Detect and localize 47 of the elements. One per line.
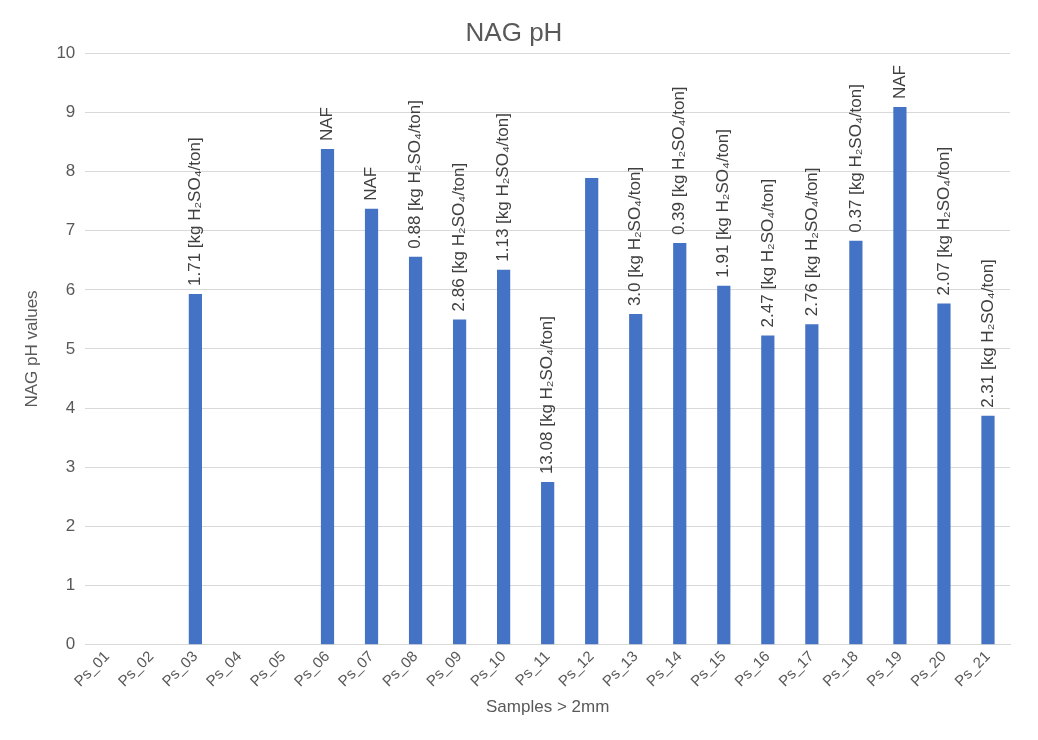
bar bbox=[673, 243, 687, 645]
y-tick-label: 4 bbox=[65, 397, 76, 417]
x-axis-title: Samples > 2mm bbox=[486, 697, 610, 717]
y-tick-label: 9 bbox=[65, 102, 76, 122]
chart-title: NAG pH bbox=[465, 16, 563, 47]
annotation: NAF bbox=[889, 65, 909, 100]
bar bbox=[629, 314, 643, 645]
annotation: 1.13 [kg H₂SO₄/ton] bbox=[493, 113, 513, 262]
bar bbox=[849, 240, 863, 645]
y-tick-label: 10 bbox=[56, 42, 76, 62]
bar bbox=[452, 319, 467, 645]
y-tick-label: 1 bbox=[65, 575, 76, 595]
annotation: 2.07 [kg H₂SO₄/ton] bbox=[933, 146, 953, 296]
y-tick-label: 0 bbox=[65, 634, 76, 654]
annotation: 2.86 [kg H₂SO₄/ton] bbox=[449, 162, 469, 312]
annotation: 1.91 [kg H₂SO₄/ton] bbox=[713, 129, 733, 278]
y-tick-label: 8 bbox=[65, 161, 76, 181]
y-tick-label: 5 bbox=[65, 338, 76, 358]
annotation: 2.47 [kg H₂SO₄/ton] bbox=[757, 178, 777, 328]
annotation: 2.31 [kg H₂SO₄/ton] bbox=[977, 259, 997, 408]
y-tick-label: 6 bbox=[65, 279, 76, 299]
annotation: 0.37 [kg H₂SO₄/ton] bbox=[845, 84, 865, 233]
bar bbox=[364, 208, 379, 645]
bar bbox=[541, 482, 555, 645]
y-tick-label: 3 bbox=[65, 457, 76, 477]
bar bbox=[585, 178, 599, 645]
annotation: 2.76 [kg H₂SO₄/ton] bbox=[801, 167, 821, 317]
y-axis-title: NAG pH values bbox=[21, 290, 41, 408]
annotation: NAF bbox=[317, 107, 337, 142]
bar bbox=[717, 285, 731, 645]
bar bbox=[497, 269, 511, 645]
bar bbox=[893, 107, 907, 645]
annotation: NAF bbox=[361, 166, 381, 201]
bar bbox=[981, 415, 995, 645]
bar bbox=[761, 335, 775, 645]
annotation: 13.08 [kg H₂SO₄/ton] bbox=[537, 315, 557, 475]
y-tick-label: 7 bbox=[65, 220, 76, 240]
bar bbox=[937, 303, 951, 645]
annotation: 3.0 [kg H₂SO₄/ton] bbox=[625, 166, 645, 307]
annotation: 0.88 [kg H₂SO₄/ton] bbox=[405, 100, 425, 249]
annotation: 0.39 [kg H₂SO₄/ton] bbox=[669, 86, 689, 236]
bar bbox=[805, 324, 819, 645]
bar bbox=[188, 293, 202, 645]
annotation: 1.71 [kg H₂SO₄/ton] bbox=[185, 137, 205, 286]
bar bbox=[320, 149, 335, 645]
y-tick-label: 2 bbox=[65, 516, 76, 536]
bar bbox=[408, 256, 423, 645]
